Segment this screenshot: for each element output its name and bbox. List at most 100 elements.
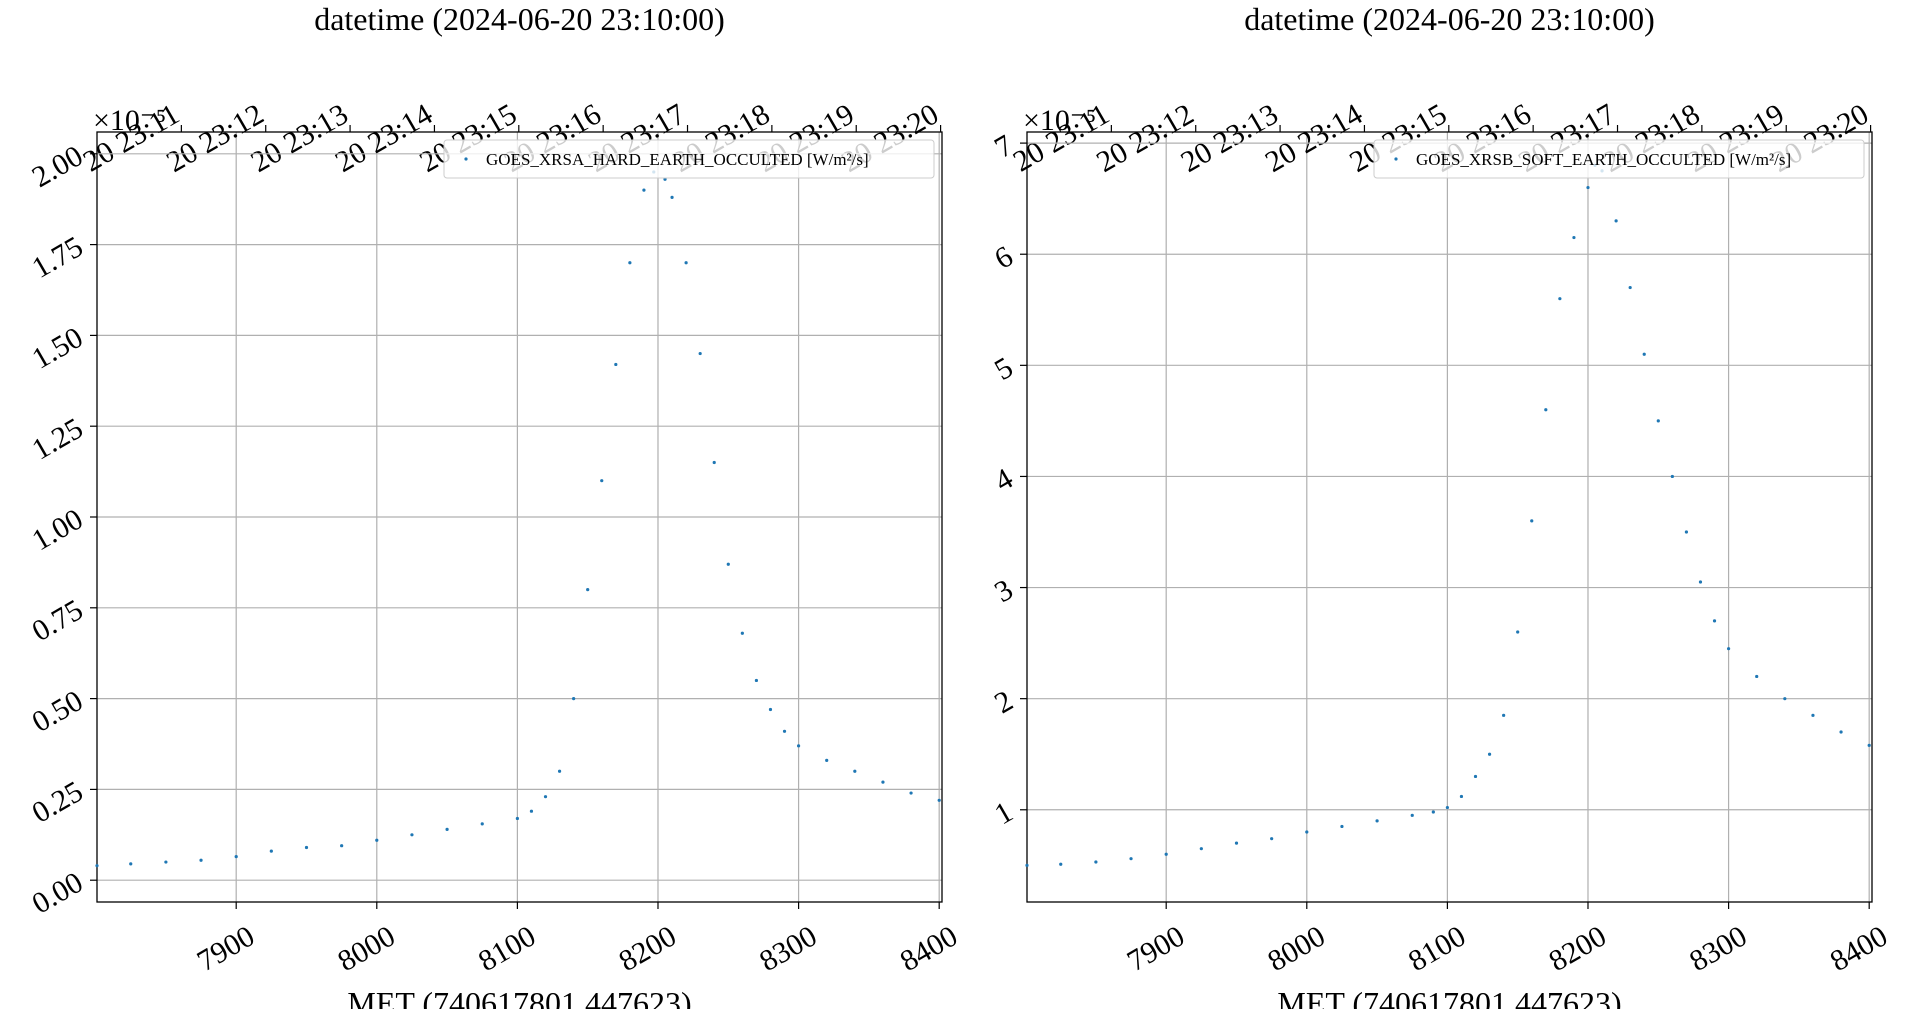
data-point [754,678,759,683]
data-point [684,261,688,265]
y-tick-label: 0.75 [27,593,89,648]
y-tick-label: 0.50 [27,684,89,739]
data-point [1572,235,1576,240]
data-point [740,631,744,635]
x-axis-label: MET (740617801.447623) [347,985,691,1009]
data-point [234,854,238,859]
data-point [1473,774,1478,779]
data-point [1459,794,1464,799]
legend-box [1373,139,1865,179]
data-point [628,261,632,265]
data-point [909,791,913,795]
x-tick-label: 8200 [613,919,681,978]
x-tick-label: 8100 [473,919,541,978]
data-point [825,758,829,762]
data-point [1867,743,1871,747]
data-point [445,827,449,831]
y-tick-label: 1.25 [27,412,89,467]
data-point [269,849,273,853]
data-point [340,844,344,848]
data-point [375,838,379,842]
data-point [642,188,646,192]
data-point [1642,352,1646,356]
data-point [853,769,857,773]
data-point [796,744,801,748]
x2-tick-label: 20 23:12 [1091,97,1199,179]
data-point [1656,419,1660,423]
data-point [1628,285,1632,290]
offset-text: ×10⁻⁵ [1023,104,1096,137]
data-point [199,858,203,862]
x-tick-label: 7900 [192,919,260,978]
data-point [1558,297,1562,301]
data-point [937,798,941,802]
y-tick-label: 5 [989,351,1018,387]
x-tick-label: 8400 [1825,919,1893,978]
data-point [410,833,414,837]
data-point [712,460,716,465]
y-tick-label: 1.00 [27,502,89,557]
data-point [543,795,548,799]
x-tick-label: 8000 [332,919,400,978]
x-tick-label: 8300 [754,919,822,978]
x-tick-label: 8000 [1262,919,1330,978]
data-point [1544,408,1548,412]
x-tick-label: 7900 [1122,919,1190,978]
y-tick-label: 1.50 [27,321,89,376]
data-point [515,816,519,821]
data-point [1839,730,1843,734]
data-point [1025,863,1029,867]
data-point [1487,752,1492,756]
data-point [768,707,773,712]
data-point [1614,219,1618,223]
data-point [1698,580,1703,584]
x-tick-label: 8100 [1403,919,1471,978]
data-point [1410,813,1414,817]
legend-marker [1394,157,1398,161]
y-tick-label: 3 [989,573,1018,609]
data-point [95,864,99,868]
data-point [1755,674,1759,679]
y-tick-label: 0.25 [27,775,89,830]
data-point [1670,474,1674,479]
data-point [164,860,168,864]
data-point [1726,647,1731,651]
legend-label: GOES_XRSB_SOFT_EARTH_OCCULTED [W/m²/s] [1416,150,1791,169]
x-axis-label: MET (740617801.447623) [1277,985,1621,1009]
data-point [529,809,534,813]
data-point [698,351,702,356]
data-point [600,479,604,483]
data-point [1340,824,1344,829]
data-point [480,822,484,826]
data-point [1516,630,1520,634]
data-point [1164,852,1168,856]
x2-tick-label: 20 23:13 [1175,97,1283,179]
offset-text: ×10⁻⁵ [93,104,166,137]
axes-frame [1026,131,1873,903]
legend-marker [464,157,468,161]
y-tick-label: 2 [989,684,1018,720]
data-point [1811,713,1815,717]
x2-tick-label: 20 23:14 [1260,97,1368,179]
data-point [1684,530,1689,534]
data-point [304,845,309,850]
data-point [1234,841,1239,845]
x2-tick-label: 20 23:13 [245,97,353,179]
data-point [1270,837,1274,841]
y-tick-label: 6 [989,240,1018,276]
x2-tick-label: 20 23:12 [161,97,269,179]
y-tick-label: 2.00 [27,139,89,194]
x2-axis-label: datetime (2024-06-20 23:10:00) [1244,1,1655,37]
data-point [557,769,562,773]
data-point [1129,857,1133,861]
data-point [782,729,787,733]
data-point [1783,697,1787,701]
data-point [129,862,133,866]
axes-frame [96,131,943,903]
x-tick-label: 8400 [895,919,963,978]
x-tick-label: 8200 [1543,919,1611,978]
data-point [1199,847,1203,851]
data-point [1375,819,1379,823]
